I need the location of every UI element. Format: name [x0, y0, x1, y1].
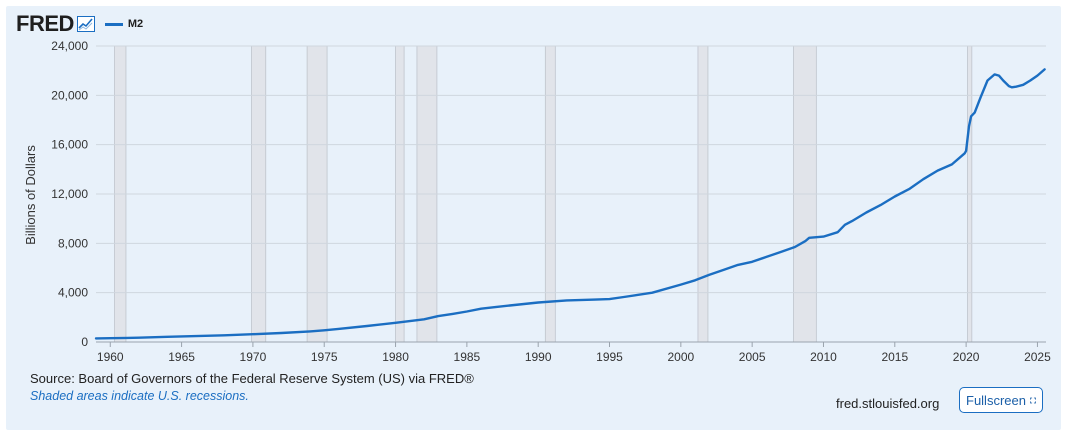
series-line-m2[interactable]: [94, 68, 1046, 340]
chart-header: FRED M2: [16, 10, 143, 38]
series-lines: [94, 68, 1046, 340]
x-axis-ticks: 1960 1965 1970 1975 1980 1985 1990 1995 2000 2005…: [97, 342, 1051, 364]
fullscreen-label: Fullscreen: [966, 392, 1026, 408]
y-tick-label: 0: [81, 335, 88, 349]
site-url[interactable]: fred.stlouisfed.org: [836, 396, 940, 411]
y-tick-label: 4,000: [58, 286, 88, 300]
x-tick-label: 1975: [311, 350, 338, 364]
x-tick-label: 1965: [168, 350, 195, 364]
legend-swatch: [104, 22, 123, 26]
y-tick-label: 16,000: [51, 138, 88, 152]
chart-frame: FRED M2: [6, 6, 1061, 430]
x-tick-label: 2020: [953, 350, 980, 364]
gridlines: [96, 45, 1046, 343]
x-tick-label: 1995: [596, 350, 623, 364]
recession-note: Shaded areas indicate U.S. recessions.: [30, 389, 249, 403]
source-text: Source: Board of Governors of the Federa…: [30, 371, 474, 386]
x-tick-label: 2010: [810, 350, 837, 364]
fred-logo[interactable]: FRED: [16, 11, 74, 36]
legend: M2: [104, 18, 144, 30]
y-tick-label: 20,000: [51, 88, 88, 102]
legend-label: M2: [127, 18, 144, 30]
y-axis-label: Billions of Dollars: [23, 145, 38, 245]
x-tick-label: 1985: [454, 350, 481, 364]
fullscreen-button[interactable]: Fullscreen: [959, 387, 1043, 413]
x-tick-label: 1970: [240, 350, 267, 364]
y-axis-ticks: 0 4,000 8,000 12,000 16,000 20,000 24,000: [51, 39, 88, 349]
x-tick-label: 1960: [97, 350, 124, 364]
x-tick-label: 2025: [1024, 350, 1051, 364]
y-tick-label: 12,000: [51, 187, 88, 201]
x-tick-label: 2000: [667, 350, 694, 364]
expand-icon: [1030, 397, 1036, 403]
x-tick-label: 1990: [525, 350, 552, 364]
x-tick-label: 2005: [739, 350, 766, 364]
y-tick-label: 24,000: [51, 39, 88, 53]
line-chart-icon: [76, 16, 95, 32]
y-tick-label: 8,000: [58, 236, 88, 250]
x-tick-label: 1980: [382, 350, 409, 364]
x-tick-label: 2015: [881, 350, 908, 364]
